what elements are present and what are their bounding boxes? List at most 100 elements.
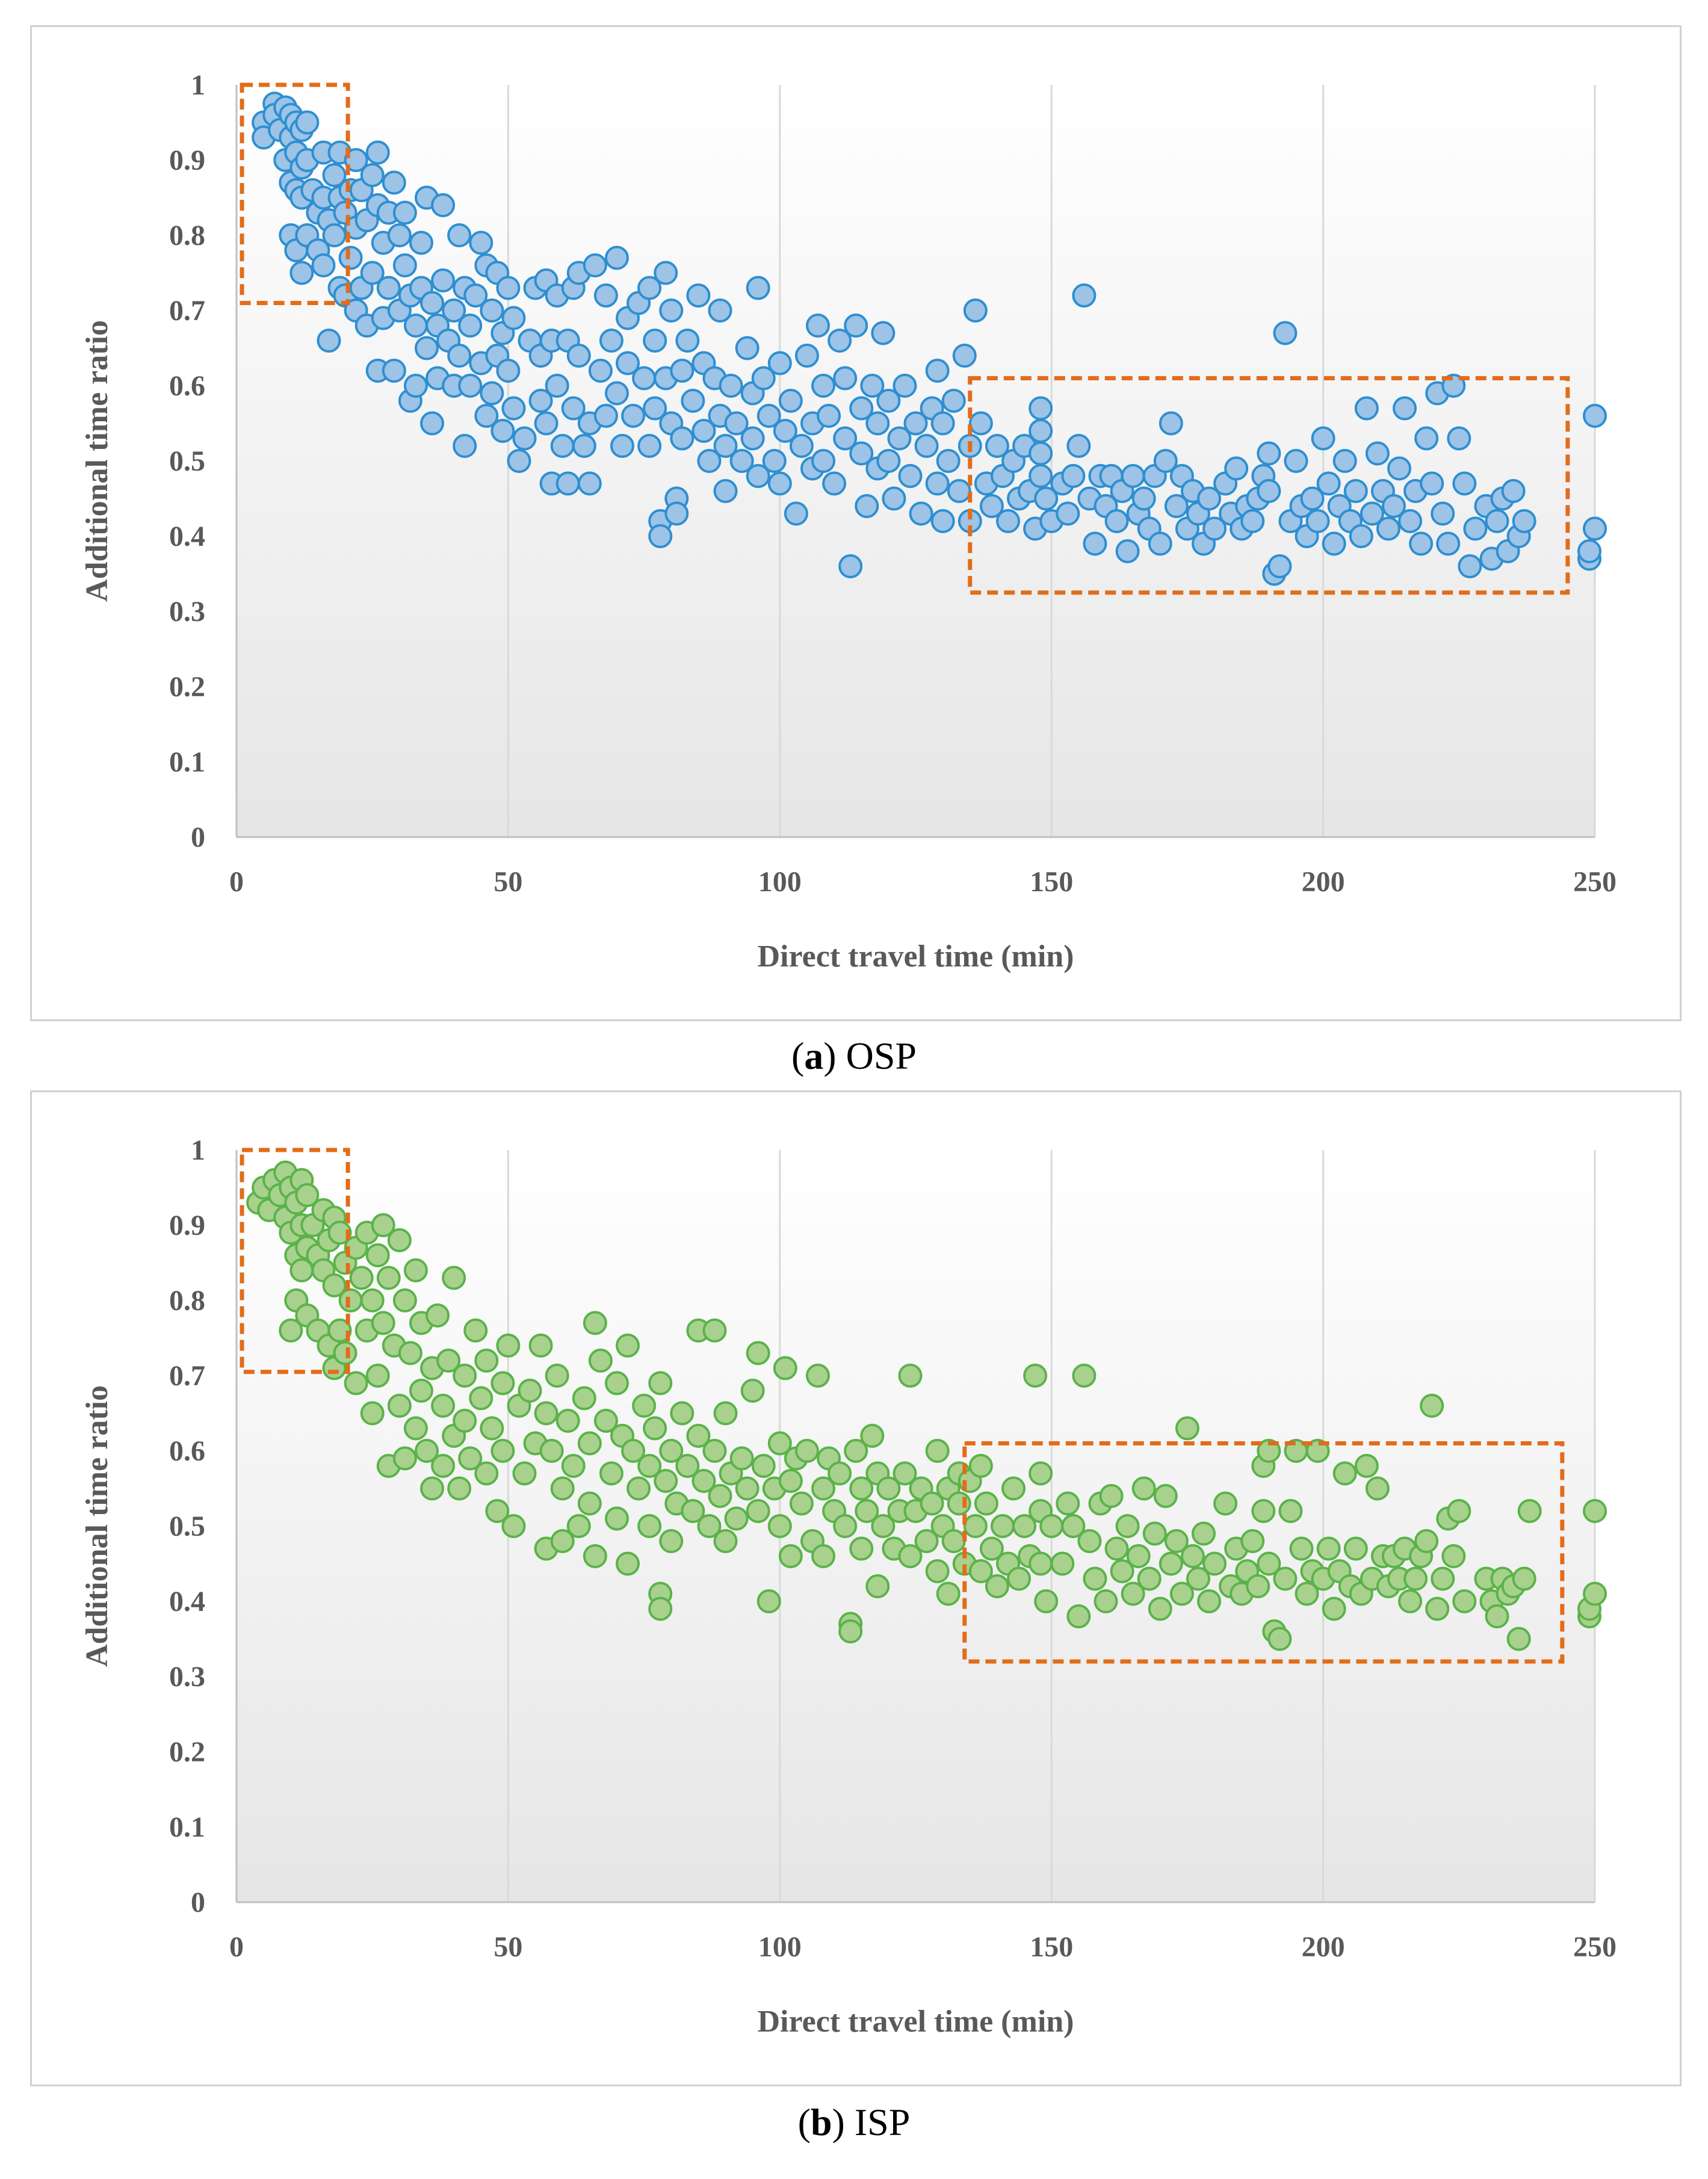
data-point: [583, 1544, 607, 1568]
data-point: [453, 1364, 477, 1388]
data-point: [1583, 1499, 1607, 1523]
y-tick-label: 0.7: [169, 295, 205, 327]
data-point: [1403, 1566, 1428, 1591]
data-point: [436, 1349, 461, 1373]
data-point: [654, 1469, 678, 1493]
data-point: [920, 1491, 944, 1516]
data-point: [518, 1379, 542, 1403]
y-axis-title: Additional time ratio: [80, 1385, 114, 1667]
caption-label: b: [810, 2101, 832, 2143]
data-point: [528, 1334, 553, 1358]
data-point: [963, 1514, 988, 1538]
data-point: [692, 1469, 716, 1493]
data-point: [1202, 516, 1227, 541]
data-point: [990, 1514, 1015, 1538]
x-tick-label: 100: [758, 866, 802, 898]
data-point: [360, 163, 385, 187]
y-tick-label: 0.5: [169, 445, 205, 477]
y-tick-label: 0: [191, 1887, 205, 1918]
data-point: [1148, 531, 1172, 556]
data-point: [1583, 516, 1607, 541]
data-point: [632, 1394, 657, 1418]
data-point: [643, 1416, 667, 1441]
data-point: [1148, 1596, 1172, 1621]
data-point: [1110, 1559, 1134, 1583]
data-point: [1159, 1551, 1183, 1576]
data-point: [474, 1461, 499, 1486]
data-point: [789, 434, 814, 458]
data-point: [431, 1394, 456, 1418]
data-point: [871, 321, 896, 345]
data-point: [376, 1266, 401, 1290]
data-point: [1452, 1589, 1477, 1613]
y-tick-label: 0: [191, 821, 205, 853]
data-point: [1066, 434, 1091, 458]
data-point: [392, 1446, 417, 1471]
data-point: [382, 170, 406, 195]
data-point: [844, 314, 868, 338]
data-point: [1034, 1589, 1059, 1613]
data-point: [409, 1379, 433, 1403]
data-point: [1365, 1476, 1390, 1501]
data-point: [458, 314, 483, 338]
data-point: [616, 1334, 640, 1358]
data-point: [621, 404, 646, 428]
data-point: [1224, 456, 1249, 481]
data-point: [289, 261, 314, 285]
data-point: [968, 1454, 993, 1478]
data-point: [1501, 479, 1526, 503]
data-point: [876, 1476, 901, 1501]
data-point: [1169, 1581, 1194, 1606]
data-point: [1332, 1461, 1357, 1486]
data-point: [925, 1439, 950, 1463]
data-point: [914, 1529, 939, 1553]
data-point: [1083, 531, 1107, 556]
data-point: [431, 1454, 456, 1478]
data-point: [762, 449, 787, 473]
data-point: [860, 1424, 885, 1448]
data-point: [828, 329, 852, 353]
data-point: [1311, 426, 1335, 451]
data-point: [1365, 441, 1390, 466]
data-point: [311, 253, 336, 277]
data-point: [849, 441, 874, 466]
data-point: [1012, 1514, 1037, 1538]
data-point: [1246, 1574, 1270, 1598]
y-axis-title: Additional time ratio: [80, 320, 114, 602]
y-tick-label: 0.9: [169, 1210, 205, 1241]
data-point: [561, 1454, 586, 1478]
data-point: [431, 268, 456, 292]
data-point: [566, 344, 591, 368]
data-point: [1029, 1551, 1053, 1576]
data-point: [985, 434, 1009, 458]
data-point: [855, 1499, 879, 1523]
x-axis-title: Direct travel time (min): [757, 2004, 1074, 2039]
data-point: [670, 426, 695, 451]
data-point: [729, 1446, 754, 1471]
caption-osp: (a) OSP: [791, 1034, 917, 1077]
data-point: [382, 359, 406, 383]
data-point: [627, 1476, 651, 1501]
data-point: [463, 283, 488, 308]
data-point: [376, 276, 401, 300]
data-point: [643, 329, 667, 353]
data-point: [974, 1491, 998, 1516]
data-point: [659, 1439, 684, 1463]
data-point: [849, 396, 874, 421]
data-point: [1099, 1484, 1124, 1508]
data-point: [713, 434, 738, 458]
data-point: [496, 1334, 521, 1358]
data-point: [1240, 1529, 1265, 1553]
data-point: [392, 253, 417, 277]
data-point: [1023, 1364, 1048, 1388]
data-point: [616, 1551, 640, 1576]
data-point: [702, 1439, 727, 1463]
data-point: [496, 276, 521, 300]
data-point: [1121, 464, 1145, 488]
data-point: [637, 1514, 662, 1538]
data-point: [403, 1416, 428, 1441]
data-point: [1332, 449, 1357, 473]
data-point: [637, 434, 662, 458]
data-point: [327, 1220, 352, 1245]
data-point: [447, 223, 472, 247]
